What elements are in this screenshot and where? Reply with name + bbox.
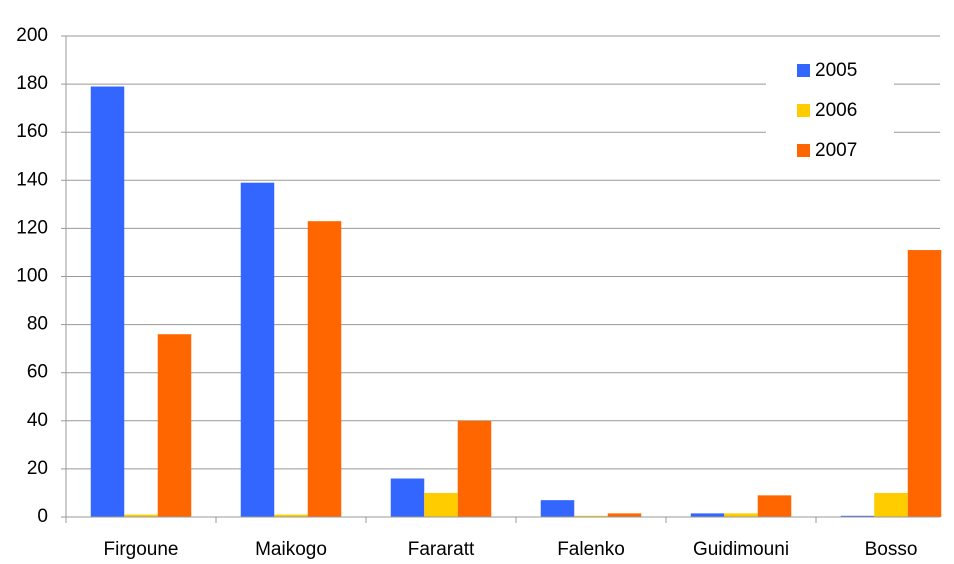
bar [274,514,308,517]
x-tick-label: Fararatt [408,539,475,560]
x-tick-label: Bosso [865,539,918,560]
legend-swatch [797,144,810,157]
bar [424,492,458,517]
x-tick-label: Guidimouni [693,539,789,560]
bar [840,515,875,517]
bar [124,514,158,517]
x-tick-label: Falenko [557,539,625,560]
x-tick-label: Maikogo [255,539,327,560]
y-tick-label: 160 [16,121,48,142]
y-tick-label: 120 [16,217,48,238]
bar [457,420,492,517]
y-tick-label: 100 [16,266,48,287]
y-tick-label: 0 [37,506,48,527]
y-tick-label: 20 [27,458,48,479]
bar [540,500,575,517]
x-tick-label: Firgoune [104,539,179,560]
y-tick-label: 140 [16,169,48,190]
bar [607,513,642,517]
bar [157,334,192,517]
legend-swatch [797,64,810,77]
bar [690,513,725,517]
bar [907,250,942,518]
y-tick-label: 60 [27,362,48,383]
bar [874,492,908,517]
y-tick-label: 40 [27,410,48,431]
y-tick-label: 180 [16,73,48,94]
bar [390,478,425,517]
legend-label: 2006 [815,100,857,121]
bar [724,513,758,517]
bar [240,182,275,517]
y-tick-label: 80 [27,314,48,335]
legend-swatch [797,104,810,117]
legend-box [766,50,894,176]
bar [307,221,342,517]
bar [574,515,608,517]
legend-label: 2005 [815,60,857,81]
bar [90,86,125,517]
y-tick-label: 200 [16,25,48,46]
bar [757,495,792,517]
legend-label: 2007 [815,140,857,161]
